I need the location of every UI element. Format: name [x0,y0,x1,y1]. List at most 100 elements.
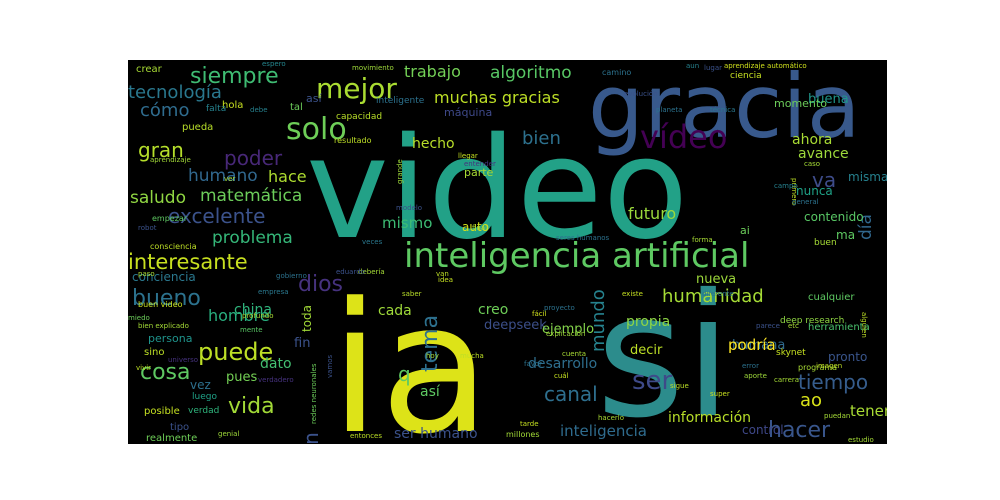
word: hacerlo [598,414,624,422]
word: avance [798,146,849,162]
word: favor [524,360,542,368]
word: falta [206,104,226,114]
word: eduardo [336,268,365,276]
word: crear [136,64,163,75]
word: consciencia [150,242,197,251]
word: puedan [824,412,850,420]
word: trabajo [404,62,461,81]
word: herramienta [808,322,870,333]
word: aprendizaje automático [724,62,807,70]
word: cuál [554,372,569,380]
word: resultado [334,136,372,145]
word: saludo [130,188,186,208]
word: error [742,362,759,370]
word: poder [224,146,283,170]
word: sigue [670,382,689,390]
word: carrera [774,376,799,384]
word: luego [192,392,217,402]
word: creo [478,302,508,318]
word: aprendizaje [150,156,191,164]
word: misma [848,170,887,184]
word: debe [250,106,268,114]
word: pronto [828,350,867,364]
word: caso [804,160,820,168]
word: cosa [140,360,191,385]
word: tecnología [128,82,222,103]
word: contenido [804,210,864,224]
word: deepseek [484,318,547,333]
word: forma [692,236,713,244]
word: imagen [816,362,842,370]
word: primero [790,178,798,205]
word: ai [740,224,750,237]
word: ciencia [730,71,762,81]
word: verdad [188,406,219,416]
word: debería [358,268,385,276]
word: momento [774,97,827,110]
word: ejemplo [542,322,594,337]
word: cualquier [808,292,855,303]
word: millones [506,430,540,439]
word: fácil [532,310,547,318]
word: hoy [426,352,439,360]
word: lugar [704,64,722,72]
word: buena [808,92,849,107]
word: podría [728,336,776,354]
word: posible [144,406,180,417]
word: máquina [444,106,492,119]
word: bueno [132,286,201,311]
word: vídeo [640,118,727,156]
word: saber [402,290,422,298]
word: idea [438,276,453,284]
word: vamos [326,354,334,378]
word: buen video [138,300,183,309]
word: tan [299,432,323,444]
word: bien explicado [138,322,189,330]
word: propia [626,314,670,330]
word: hola [222,100,243,111]
word: realmente [146,433,197,444]
word: hace [268,167,307,186]
word: redes neuronales [310,363,318,424]
word: tarde [520,420,539,428]
word: q [398,362,411,386]
word: seres humanos [556,234,610,242]
word: pueda [182,122,213,133]
word: entonces [350,432,382,440]
word: mucha [460,352,484,360]
word: futuro [628,204,676,223]
word: inteligente [376,96,425,106]
word: evolución [624,90,658,98]
word: cuenta [562,350,586,358]
word: si [596,258,732,444]
word: cada [378,303,412,319]
word: genial [218,430,239,438]
word: dato [260,356,292,372]
word: matemática [200,186,302,206]
word: siempre [190,64,279,89]
word: tema [418,315,443,372]
word: va [812,168,836,192]
word: mejor [316,72,397,105]
word: bien [522,128,561,149]
word: aun [686,62,699,70]
word: campo [774,182,798,190]
word: ahora [792,132,832,148]
word: vida [228,394,275,419]
word: llegar [458,152,478,160]
word: hecho [412,136,455,152]
word: inteligencia artificial [404,236,749,276]
word: espero [262,60,286,68]
word: ao [800,390,822,411]
word: muchas gracias [434,88,560,107]
word: buen [814,238,837,248]
word: inteligencia [560,422,647,440]
word: entender [464,160,496,168]
word: problema [212,228,293,248]
word: así [420,384,441,400]
word: general [792,198,819,206]
word: video [306,108,688,271]
word: robot [138,224,157,232]
word: hombre [208,306,270,325]
word: auto [462,220,489,234]
